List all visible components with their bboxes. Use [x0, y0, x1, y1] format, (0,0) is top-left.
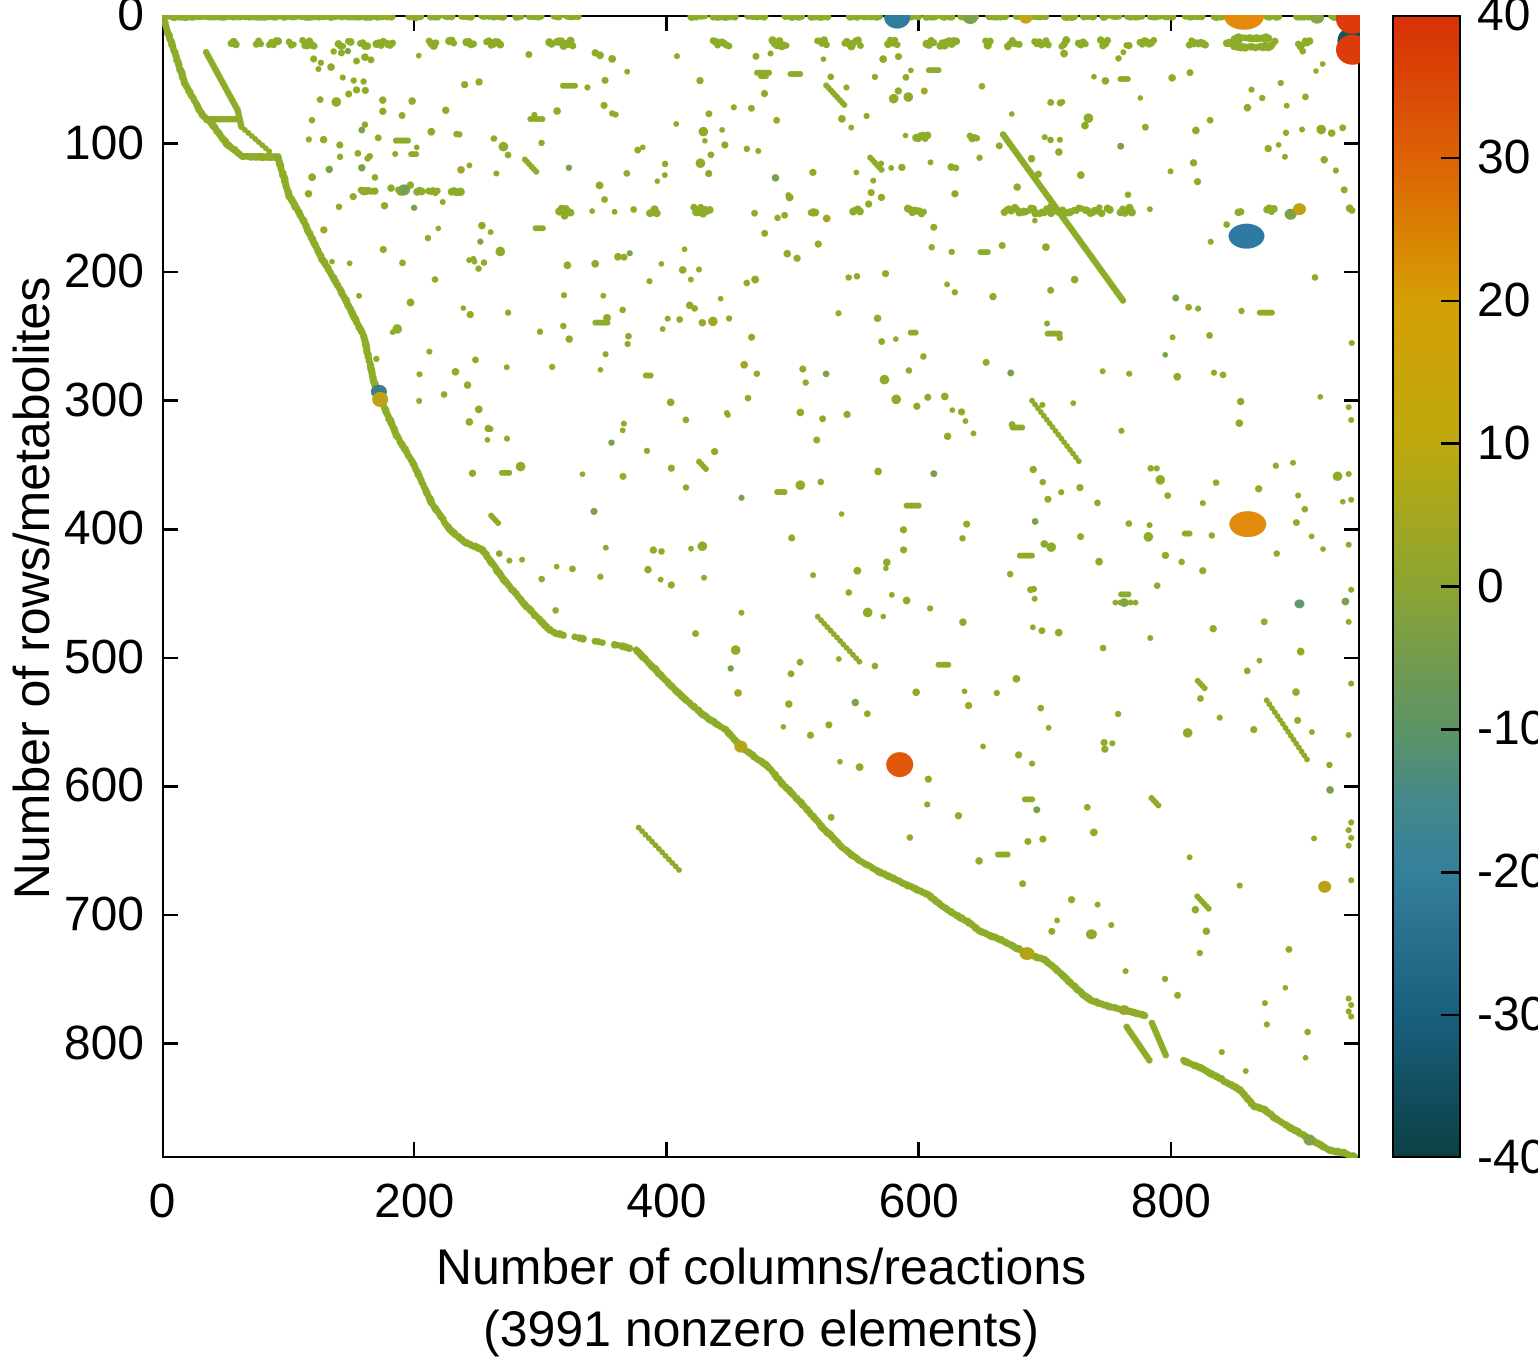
y-tick	[162, 785, 178, 788]
x-tick	[1169, 1142, 1173, 1158]
colorbar-tick	[1441, 1013, 1459, 1017]
y-tick-label: 300	[63, 373, 144, 427]
matrix-special-dot	[1229, 511, 1267, 538]
colorbar-tick-label: 40	[1477, 0, 1531, 41]
y-tick-label: 400	[63, 502, 144, 556]
y-tick-right	[1344, 399, 1360, 402]
y-axis-label: Number of rows/metabolites	[4, 276, 60, 900]
matrix-special-dot	[372, 391, 389, 407]
y-tick-right	[1344, 785, 1360, 788]
matrix-special-dot	[884, 15, 911, 29]
y-tick	[162, 399, 178, 402]
y-tick-label: 0	[117, 0, 144, 41]
colorbar-tick-label: -30	[1477, 988, 1538, 1042]
x-tick-label: 400	[626, 1175, 707, 1228]
matrix-special-dot	[1085, 929, 1097, 940]
y-tick-right	[1344, 913, 1360, 917]
matrix-special-dot	[398, 184, 411, 196]
colorbar-tick-label: -10	[1477, 702, 1538, 756]
special-value-dots	[370, 15, 1360, 1146]
diagonal-dots	[162, 15, 1358, 1158]
colorbar-tick	[1441, 442, 1459, 445]
colorbar-tick	[1441, 299, 1459, 302]
colorbar-tick	[1441, 156, 1459, 160]
matrix-special-dot	[886, 752, 914, 778]
colorbar-tick-label: -40	[1477, 1131, 1538, 1184]
x-axis-label: Number of columns/reactions	[435, 1239, 1087, 1295]
x-tick-top	[1169, 15, 1173, 31]
x-tick	[412, 1142, 416, 1158]
y-tick	[162, 270, 178, 274]
x-tick-top	[917, 15, 920, 31]
colorbar-tick-label: -20	[1477, 845, 1538, 899]
y-tick-label: 500	[63, 630, 144, 684]
colorbar-tick	[1441, 871, 1459, 874]
x-tick-top	[665, 15, 668, 31]
y-tick	[162, 142, 178, 145]
colorbar-tick	[1441, 585, 1459, 588]
x-tick	[665, 1142, 668, 1158]
x-tick-label: 200	[374, 1175, 455, 1228]
y-tick-label: 200	[63, 245, 144, 299]
matrix-special-dot	[1228, 223, 1265, 249]
x-tick-label: 800	[1130, 1175, 1211, 1228]
y-tick-label: 600	[63, 759, 144, 813]
x-tick-top	[412, 15, 416, 31]
x-tick-label: 600	[878, 1175, 959, 1228]
matrix-special-dot	[734, 740, 748, 753]
matrix-special-dot	[962, 15, 978, 25]
y-tick-label: 100	[63, 116, 144, 170]
matrix-special-dot	[1335, 15, 1360, 34]
band-dots	[162, 15, 1360, 218]
matrix-special-dot	[1019, 947, 1035, 961]
matrix-canvas	[162, 15, 1360, 1158]
x-axis-sublabel: (3991 nonzero elements)	[483, 1301, 1039, 1357]
y-tick-right	[1344, 142, 1360, 145]
colorbar-tick-label: 0	[1477, 559, 1504, 613]
colorbar-tick	[1441, 728, 1459, 731]
matrix-special-dot	[1318, 880, 1332, 893]
y-tick-label: 700	[63, 888, 144, 941]
matrix-special-dot	[1310, 15, 1325, 24]
matrix-special-dot	[1335, 34, 1360, 65]
y-tick	[162, 656, 178, 660]
matrix-special-dot	[1294, 599, 1305, 609]
matrix-special-dot	[1119, 598, 1129, 608]
y-tick	[162, 528, 178, 531]
colorbar-tick-label: 20	[1477, 273, 1531, 327]
y-tick-right	[1344, 270, 1360, 274]
colorbar-tick-label: 10	[1477, 416, 1531, 470]
matrix-special-dot	[1118, 1005, 1130, 1016]
scatter-dots	[304, 47, 1355, 1075]
y-tick	[162, 1042, 178, 1045]
colorbar-tick-label: 30	[1477, 130, 1531, 184]
matrix-special-dot	[1303, 1134, 1316, 1146]
matrix-special-dot	[1019, 15, 1033, 24]
structure-dots	[202, 49, 1355, 1064]
matrix-special-dot	[1292, 203, 1306, 216]
y-tick-label: 800	[63, 1016, 144, 1070]
y-tick-right	[1344, 1042, 1360, 1045]
y-tick	[162, 913, 178, 917]
matrix-special-dot	[1223, 15, 1264, 30]
x-tick	[917, 1142, 920, 1158]
x-tick-label: 0	[148, 1175, 176, 1228]
y-tick-right	[1344, 528, 1360, 531]
y-tick-right	[1344, 656, 1360, 660]
